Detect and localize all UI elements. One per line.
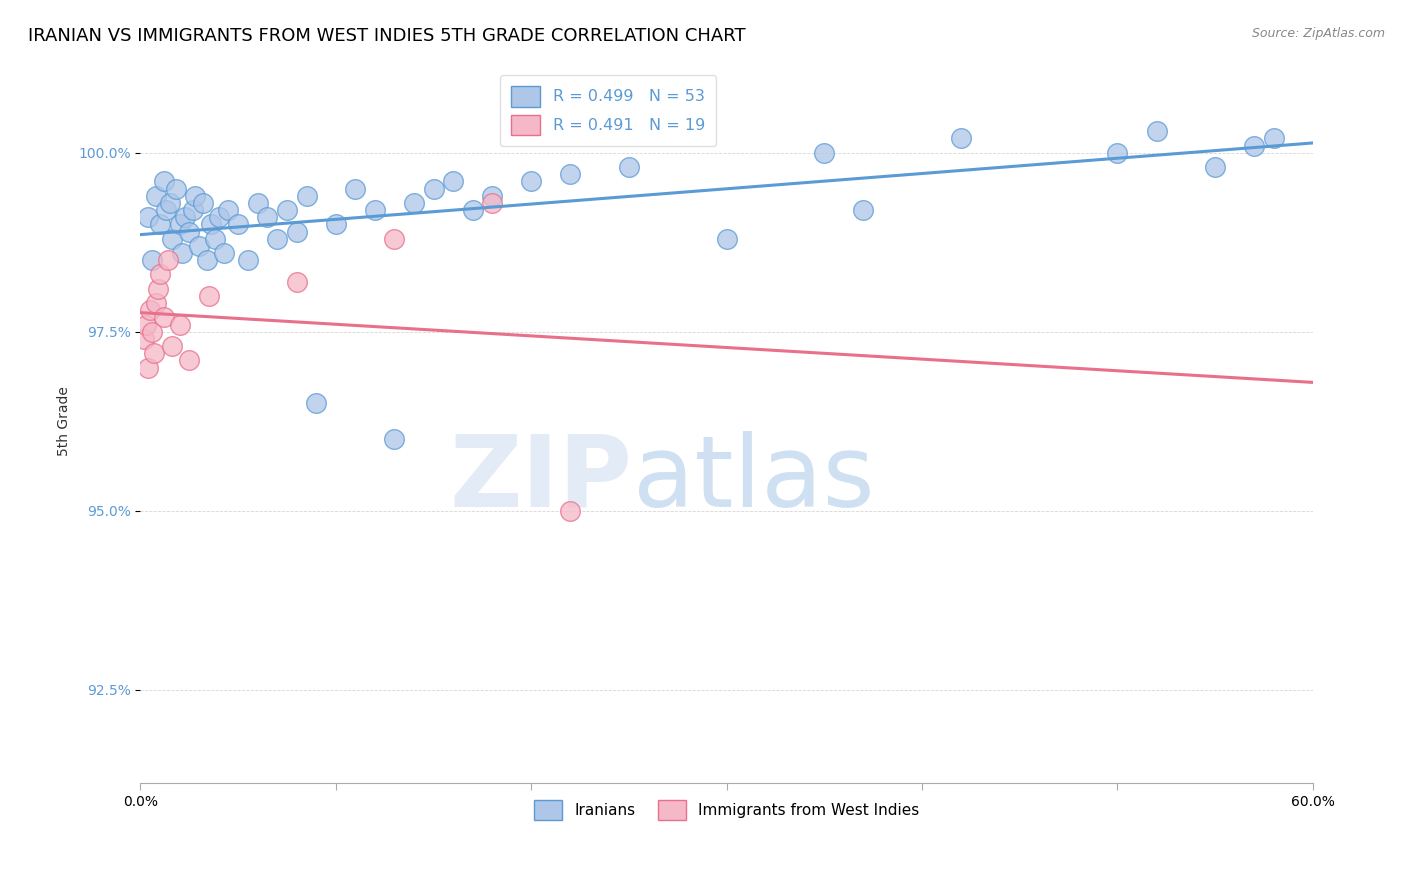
Point <box>169 318 191 332</box>
Point <box>160 339 183 353</box>
Point <box>226 218 249 232</box>
Point <box>146 282 169 296</box>
Point <box>246 195 269 210</box>
Point <box>325 218 347 232</box>
Point <box>181 202 204 217</box>
Point <box>285 225 308 239</box>
Point <box>169 218 191 232</box>
Text: Source: ZipAtlas.com: Source: ZipAtlas.com <box>1251 27 1385 40</box>
Point <box>266 232 288 246</box>
Point <box>191 195 214 210</box>
Point <box>236 253 259 268</box>
Point <box>188 239 211 253</box>
Point <box>384 432 406 446</box>
Text: ZIP: ZIP <box>450 431 633 528</box>
Point <box>141 253 163 268</box>
Point <box>149 218 172 232</box>
Point <box>813 145 835 160</box>
Point <box>461 202 484 217</box>
Point <box>136 360 159 375</box>
Legend: Iranians, Immigrants from West Indies: Iranians, Immigrants from West Indies <box>529 794 925 826</box>
Y-axis label: 5th Grade: 5th Grade <box>58 386 72 456</box>
Point <box>441 174 464 188</box>
Point <box>139 303 162 318</box>
Point <box>295 188 318 202</box>
Point <box>153 174 176 188</box>
Point <box>256 210 278 224</box>
Point <box>520 174 543 188</box>
Point <box>560 504 582 518</box>
Point <box>344 181 367 195</box>
Point <box>217 202 239 217</box>
Point <box>364 202 387 217</box>
Point <box>481 188 503 202</box>
Point <box>207 210 229 224</box>
Point <box>184 188 207 202</box>
Point <box>195 253 218 268</box>
Point <box>716 232 738 246</box>
Point <box>179 353 201 368</box>
Point <box>153 310 176 325</box>
Point <box>1204 160 1226 174</box>
Point <box>170 246 193 260</box>
Point <box>141 325 163 339</box>
Point <box>422 181 444 195</box>
Point <box>204 232 226 246</box>
Point <box>135 318 157 332</box>
Text: atlas: atlas <box>633 431 875 528</box>
Point <box>143 346 166 360</box>
Point <box>402 195 425 210</box>
Point <box>1263 131 1285 145</box>
Point <box>159 195 181 210</box>
Point <box>155 202 177 217</box>
Point <box>149 268 172 282</box>
Point <box>384 232 406 246</box>
Text: IRANIAN VS IMMIGRANTS FROM WEST INDIES 5TH GRADE CORRELATION CHART: IRANIAN VS IMMIGRANTS FROM WEST INDIES 5… <box>28 27 745 45</box>
Point <box>145 296 167 310</box>
Point <box>1243 138 1265 153</box>
Point <box>136 210 159 224</box>
Point <box>852 202 875 217</box>
Point <box>276 202 298 217</box>
Point <box>174 210 197 224</box>
Point <box>481 195 503 210</box>
Point <box>305 396 328 410</box>
Point <box>560 167 582 181</box>
Point <box>1146 124 1168 138</box>
Point <box>134 332 156 346</box>
Point <box>950 131 973 145</box>
Point <box>617 160 640 174</box>
Point <box>160 232 183 246</box>
Point <box>145 188 167 202</box>
Point <box>285 275 308 289</box>
Point <box>1107 145 1129 160</box>
Point <box>200 218 222 232</box>
Point <box>214 246 236 260</box>
Point <box>198 289 221 303</box>
Point <box>165 181 187 195</box>
Point <box>179 225 201 239</box>
Point <box>156 253 179 268</box>
